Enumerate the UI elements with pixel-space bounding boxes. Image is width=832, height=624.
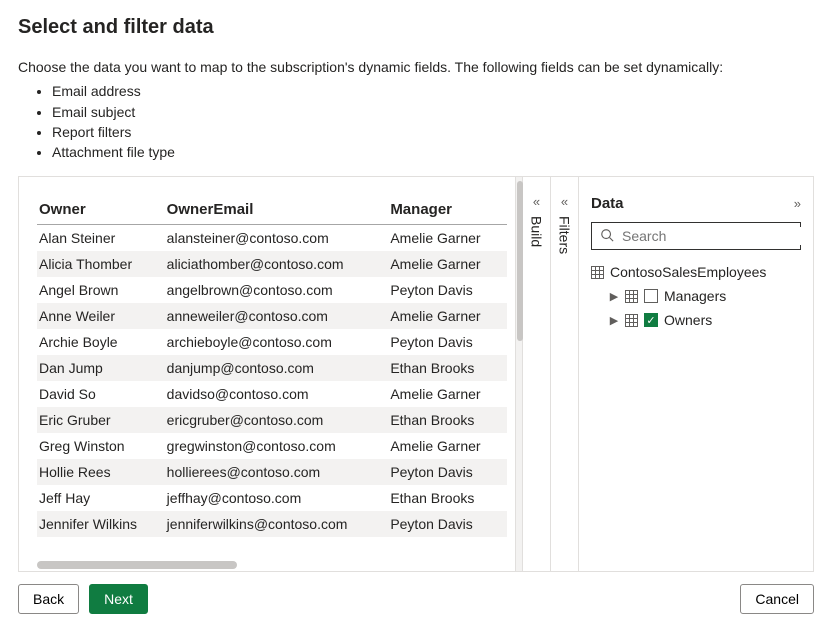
bullet-item: Attachment file type — [52, 142, 814, 162]
table-cell: Greg Winston — [37, 433, 165, 459]
table-cell: Alicia Thomber — [37, 251, 165, 277]
intro-bullets: Email address Email subject Report filte… — [18, 81, 814, 162]
back-button[interactable]: Back — [18, 584, 79, 614]
table-row[interactable]: David Sodavidso@contoso.comAmelie Garner — [37, 381, 507, 407]
table-cell: Ethan Brooks — [388, 355, 507, 381]
page-title: Select and filter data — [18, 16, 814, 39]
data-pane: Data » ContosoSalesEmployees ▶ — [579, 177, 813, 571]
intro-text: Choose the data you want to map to the s… — [18, 57, 814, 77]
table-cell: Peyton Davis — [388, 277, 507, 303]
bullet-item: Email subject — [52, 102, 814, 122]
table-row[interactable]: Alan Steineralansteiner@contoso.comAmeli… — [37, 225, 507, 252]
vertical-scrollbar[interactable] — [515, 177, 523, 571]
table-cell: Amelie Garner — [388, 433, 507, 459]
tree-node-label: Managers — [664, 288, 726, 304]
table-cell: gregwinston@contoso.com — [165, 433, 389, 459]
col-header-owner[interactable]: Owner — [37, 195, 165, 225]
collapse-filters-icon[interactable]: « — [561, 195, 568, 208]
table-cell: David So — [37, 381, 165, 407]
table-cell: anneweiler@contoso.com — [165, 303, 389, 329]
tree-node-managers[interactable]: ▶ Managers — [591, 284, 801, 308]
col-header-manager[interactable]: Manager — [388, 195, 507, 225]
table-row[interactable]: Dan Jumpdanjump@contoso.comEthan Brooks — [37, 355, 507, 381]
horizontal-scrollbar[interactable] — [37, 561, 237, 569]
tree-node-owners[interactable]: ▶ ✓ Owners — [591, 308, 801, 332]
cancel-button[interactable]: Cancel — [740, 584, 814, 614]
collapse-build-icon[interactable]: « — [533, 195, 540, 208]
build-rail-label: Build — [529, 216, 545, 247]
table-cell: Jennifer Wilkins — [37, 511, 165, 537]
table-row[interactable]: Eric Gruberericgruber@contoso.comEthan B… — [37, 407, 507, 433]
table-row[interactable]: Archie Boylearchieboyle@contoso.comPeyto… — [37, 329, 507, 355]
table-cell: Hollie Rees — [37, 459, 165, 485]
data-table-wrap[interactable]: Owner OwnerEmail Manager Alan Steinerala… — [19, 177, 515, 571]
table-cell: Archie Boyle — [37, 329, 165, 355]
checkbox-managers[interactable] — [644, 289, 658, 303]
filters-rail[interactable]: « Filters — [551, 177, 579, 571]
chevron-right-icon[interactable]: ▶ — [609, 314, 619, 327]
footer: Back Next Cancel — [18, 572, 814, 614]
table-row[interactable]: Alicia Thomberaliciathomber@contoso.comA… — [37, 251, 507, 277]
col-header-owneremail[interactable]: OwnerEmail — [165, 195, 389, 225]
table-cell: Jeff Hay — [37, 485, 165, 511]
table-row[interactable]: Anne Weileranneweiler@contoso.comAmelie … — [37, 303, 507, 329]
table-icon — [591, 266, 604, 279]
table-cell: davidso@contoso.com — [165, 381, 389, 407]
table-cell: aliciathomber@contoso.com — [165, 251, 389, 277]
table-cell: jeffhay@contoso.com — [165, 485, 389, 511]
table-cell: Amelie Garner — [388, 303, 507, 329]
table-cell: Peyton Davis — [388, 329, 507, 355]
tree-table-root[interactable]: ContosoSalesEmployees — [591, 260, 801, 284]
table-cell: archieboyle@contoso.com — [165, 329, 389, 355]
table-cell: Ethan Brooks — [388, 407, 507, 433]
table-cell: Amelie Garner — [388, 225, 507, 252]
table-cell: Eric Gruber — [37, 407, 165, 433]
table-cell: Alan Steiner — [37, 225, 165, 252]
data-table: Owner OwnerEmail Manager Alan Steinerala… — [37, 195, 507, 537]
workspace: Owner OwnerEmail Manager Alan Steinerala… — [18, 176, 814, 572]
table-cell: jenniferwilkins@contoso.com — [165, 511, 389, 537]
table-cell: Ethan Brooks — [388, 485, 507, 511]
table-cell: angelbrown@contoso.com — [165, 277, 389, 303]
table-row[interactable]: Hollie Reeshollierees@contoso.comPeyton … — [37, 459, 507, 485]
table-cell: hollierees@contoso.com — [165, 459, 389, 485]
data-pane-title: Data — [591, 195, 624, 212]
field-tree: ContosoSalesEmployees ▶ Managers ▶ ✓ — [591, 260, 801, 332]
table-row[interactable]: Jennifer Wilkinsjenniferwilkins@contoso.… — [37, 511, 507, 537]
search-input[interactable] — [620, 227, 805, 245]
search-box[interactable] — [591, 222, 801, 250]
table-cell: Amelie Garner — [388, 381, 507, 407]
build-rail[interactable]: « Build — [523, 177, 551, 571]
expand-data-icon[interactable]: » — [794, 197, 801, 210]
chevron-right-icon[interactable]: ▶ — [609, 290, 619, 303]
table-cell: ericgruber@contoso.com — [165, 407, 389, 433]
table-cell: Peyton Davis — [388, 459, 507, 485]
tree-node-label: Owners — [664, 312, 712, 328]
next-button[interactable]: Next — [89, 584, 148, 614]
table-cell: Amelie Garner — [388, 251, 507, 277]
table-row[interactable]: Greg Winstongregwinston@contoso.comAmeli… — [37, 433, 507, 459]
table-cell: Dan Jump — [37, 355, 165, 381]
table-row[interactable]: Jeff Hayjeffhay@contoso.comEthan Brooks — [37, 485, 507, 511]
tree-table-label: ContosoSalesEmployees — [610, 264, 766, 280]
search-icon — [600, 228, 614, 245]
table-cell: alansteiner@contoso.com — [165, 225, 389, 252]
checkbox-owners[interactable]: ✓ — [644, 313, 658, 327]
table-cell: danjump@contoso.com — [165, 355, 389, 381]
bullet-item: Report filters — [52, 122, 814, 142]
table-cell: Angel Brown — [37, 277, 165, 303]
table-cell: Peyton Davis — [388, 511, 507, 537]
table-icon — [625, 290, 638, 303]
table-row[interactable]: Angel Brownangelbrown@contoso.comPeyton … — [37, 277, 507, 303]
bullet-item: Email address — [52, 81, 814, 101]
table-cell: Anne Weiler — [37, 303, 165, 329]
filters-rail-label: Filters — [557, 216, 573, 254]
table-icon — [625, 314, 638, 327]
